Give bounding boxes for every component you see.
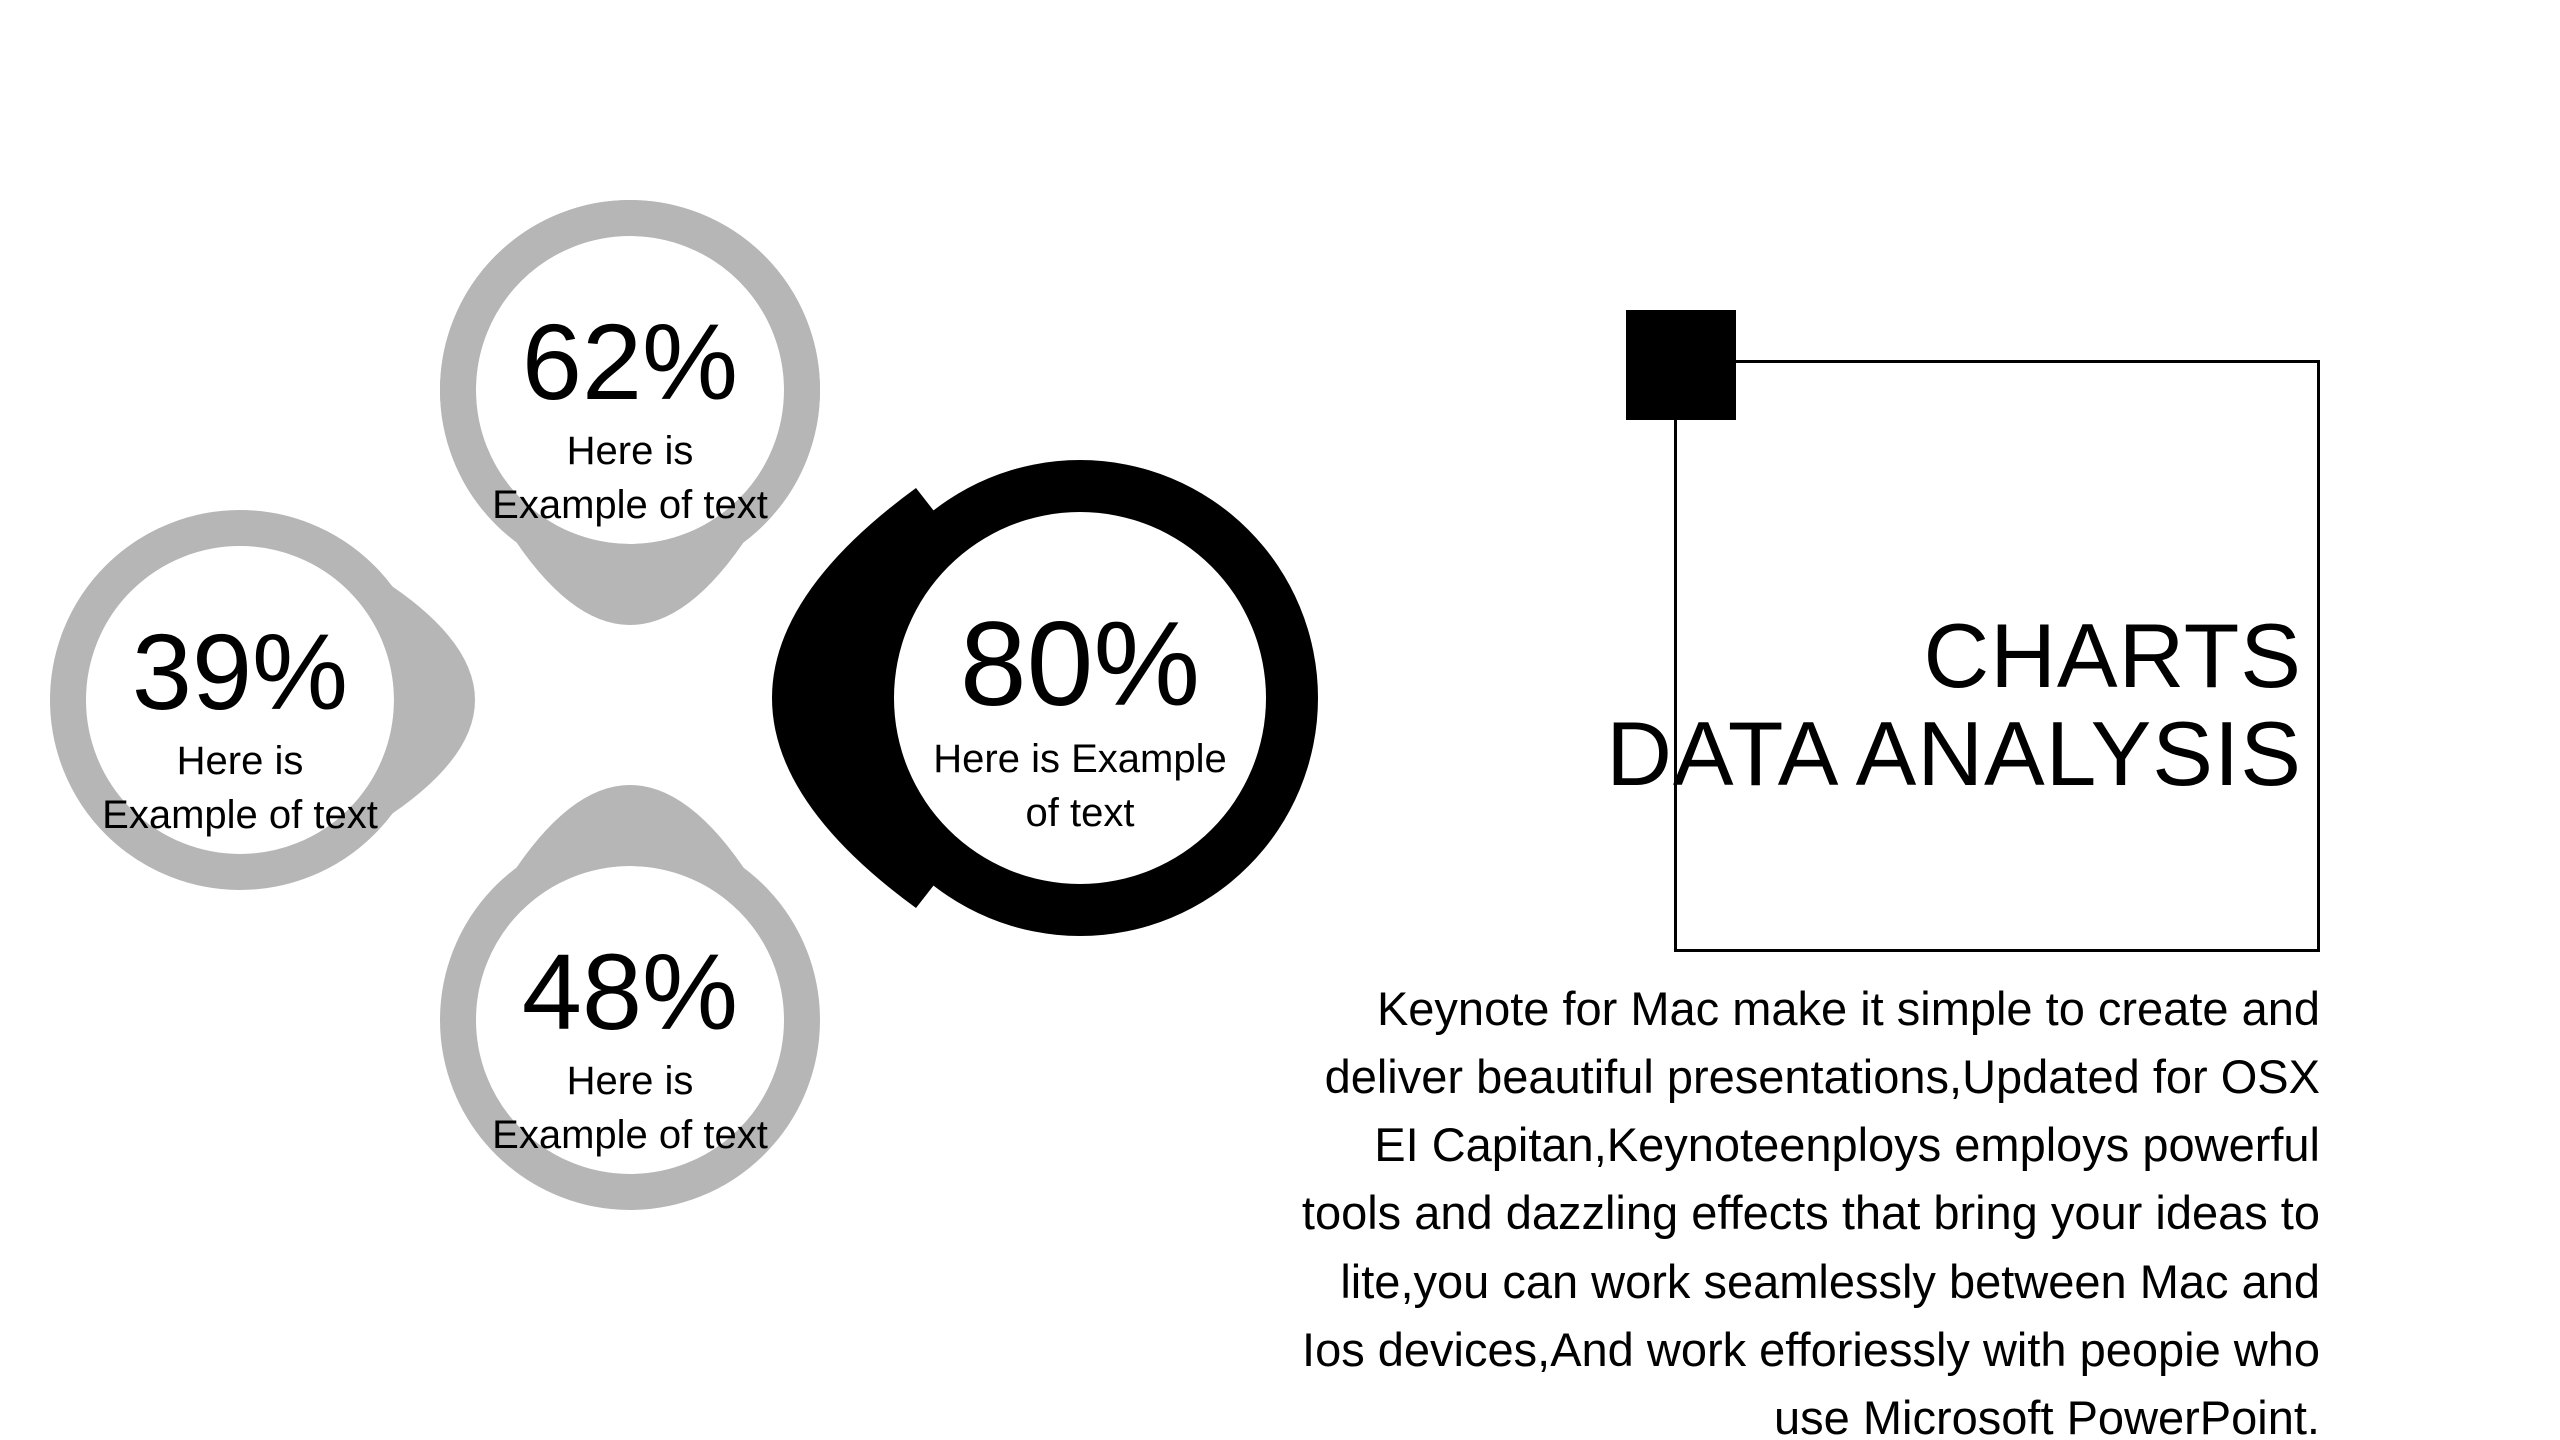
petal-top-value: 62% — [440, 308, 820, 416]
title-line-2: DATA ANALYSIS — [1606, 704, 2302, 805]
title-accent-square — [1626, 310, 1736, 420]
petal-bottom-sub: Here is Example of text — [440, 1054, 820, 1162]
petal-left-sub: Here is Example of text — [50, 734, 430, 842]
petal-right-value: 80% — [842, 604, 1318, 724]
title-line-1: CHARTS — [1924, 606, 2303, 707]
petal-left-value: 39% — [50, 618, 430, 726]
slide: 62% Here is Example of text 39% Here is … — [0, 0, 2560, 1440]
slide-title: CHARTS DATA ANALYSIS — [1606, 608, 2302, 805]
petal-right-sub: Here is Example of text — [842, 732, 1318, 840]
slide-body-text: Keynote for Mac make it simple to create… — [1270, 975, 2320, 1440]
petal-right: 80% Here is Example of text — [680, 428, 1320, 968]
petal-chart: 62% Here is Example of text 39% Here is … — [70, 250, 1390, 1270]
